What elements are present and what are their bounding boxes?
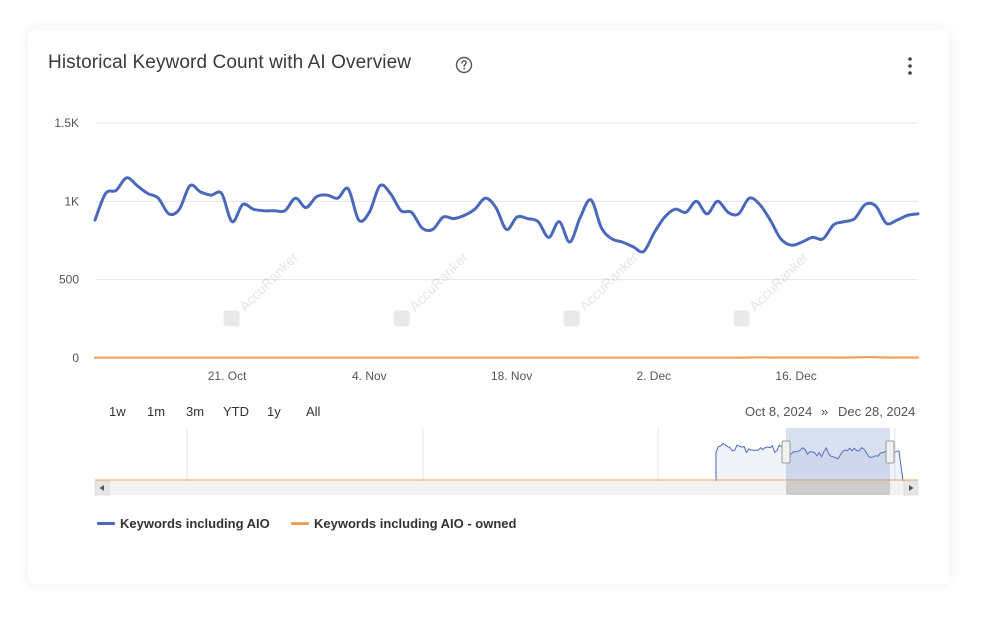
x-tick-label: 2. Dec xyxy=(636,369,671,383)
watermark: AccuRanker xyxy=(556,246,644,334)
watermark-logo-icon xyxy=(224,310,240,326)
legend-swatch xyxy=(291,522,309,525)
watermark-text: AccuRanker xyxy=(236,249,301,314)
y-tick-label: 1K xyxy=(64,194,79,208)
x-axis: 21. Oct 4. Nov 18. Nov 2. Dec 16. Dec xyxy=(208,369,817,383)
range-button-all[interactable]: All xyxy=(306,404,320,419)
grid-lines xyxy=(95,123,918,358)
y-tick-label: 0 xyxy=(72,351,79,365)
watermark-logo-icon xyxy=(564,310,580,326)
navigator-handle-right[interactable] xyxy=(886,441,894,463)
watermark-logo-icon xyxy=(394,310,410,326)
y-axis: 0 500 1K 1.5K xyxy=(54,116,79,365)
legend-item-aio[interactable]: Keywords including AIO xyxy=(97,516,270,531)
range-from-input[interactable]: Oct 8, 2024 xyxy=(745,404,812,419)
watermark-logo-icon xyxy=(734,310,750,326)
range-to-input[interactable]: Dec 28, 2024 xyxy=(838,404,915,419)
watermark: AccuRanker xyxy=(216,246,304,334)
range-button-1y[interactable]: 1y xyxy=(267,404,281,419)
legend-label: Keywords including AIO xyxy=(120,516,270,531)
series-line-aio[interactable] xyxy=(95,178,918,252)
watermark: AccuRanker xyxy=(726,246,814,334)
x-tick-label: 16. Dec xyxy=(775,369,816,383)
y-tick-label: 500 xyxy=(59,273,79,287)
x-tick-label: 4. Nov xyxy=(352,369,387,383)
navigator-selection[interactable] xyxy=(786,428,890,481)
watermarks: AccuRanker AccuRanker AccuRanker AccuRanker xyxy=(216,246,814,334)
legend-item-aio-owned[interactable]: Keywords including AIO - owned xyxy=(291,516,516,531)
y-tick-label: 1.5K xyxy=(54,116,79,130)
legend-label: Keywords including AIO - owned xyxy=(314,516,516,531)
navigator: Jul '23Jan '24Jul '24J xyxy=(95,428,918,495)
navigator-handle-left[interactable] xyxy=(782,441,790,463)
watermark-text: AccuRanker xyxy=(406,249,471,314)
range-button-ytd[interactable]: YTD xyxy=(223,404,249,419)
watermark: AccuRanker xyxy=(386,246,474,334)
range-button-1w[interactable]: 1w xyxy=(109,404,126,419)
legend-swatch xyxy=(97,522,115,525)
x-tick-label: 21. Oct xyxy=(208,369,247,383)
watermark-text: AccuRanker xyxy=(746,249,811,314)
x-tick-label: 18. Nov xyxy=(491,369,532,383)
range-button-1m[interactable]: 1m xyxy=(147,404,165,419)
scrollbar-thumb[interactable] xyxy=(786,481,890,495)
range-button-3m[interactable]: 3m xyxy=(186,404,204,419)
series-line-aio-owned[interactable] xyxy=(95,357,918,358)
range-separator: » xyxy=(821,404,828,419)
watermark-text: AccuRanker xyxy=(576,249,641,314)
